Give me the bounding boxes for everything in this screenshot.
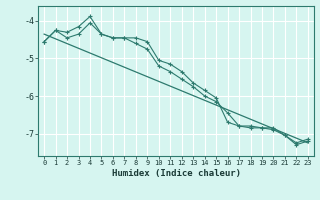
X-axis label: Humidex (Indice chaleur): Humidex (Indice chaleur) [111, 169, 241, 178]
